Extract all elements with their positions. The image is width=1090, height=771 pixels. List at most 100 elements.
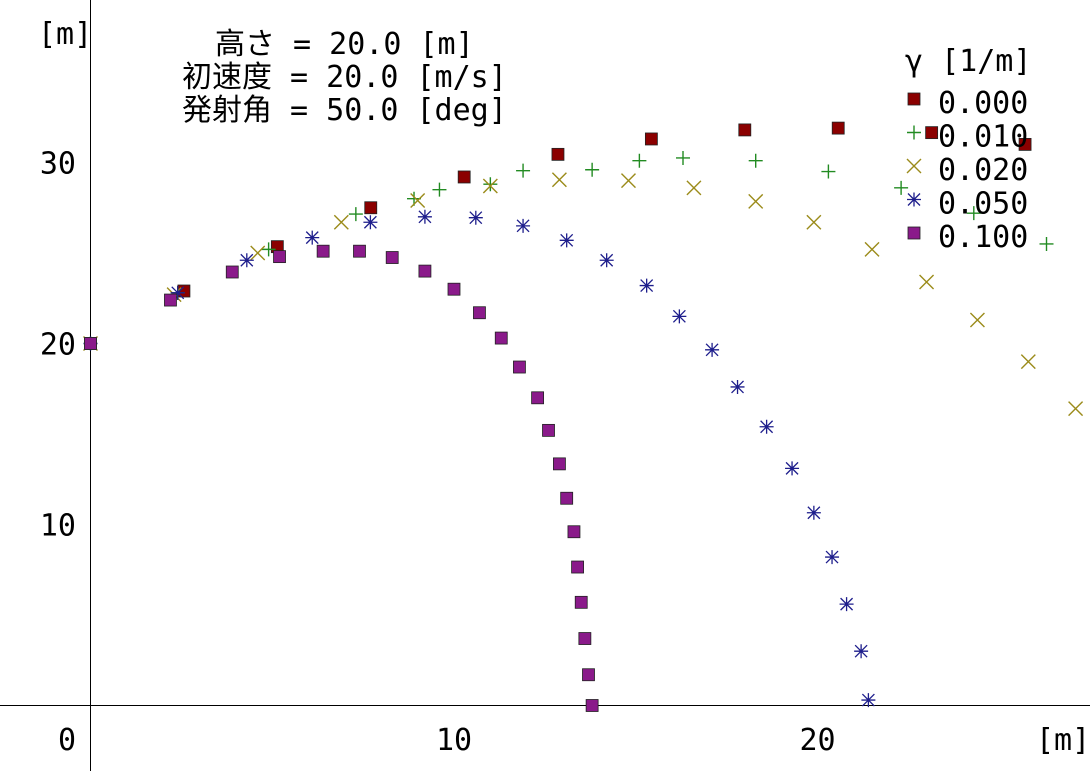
data-point (672, 309, 687, 324)
data-point (894, 180, 909, 195)
series-0.100 (84, 244, 599, 712)
data-point (730, 379, 745, 394)
data-point (785, 461, 800, 476)
data-point (516, 218, 531, 233)
data-point (410, 193, 426, 209)
x-tick-label: 20 (799, 723, 835, 758)
data-point (432, 182, 447, 197)
data-point (567, 525, 581, 539)
initial-speed-parameter: 初速度 = 20.0 [m/s] (182, 60, 507, 95)
data-point (582, 668, 595, 682)
data-point (494, 331, 508, 345)
data-point (457, 170, 471, 184)
data-point (560, 491, 574, 505)
data-point (644, 132, 658, 146)
data-point (385, 251, 399, 264)
data-point (273, 250, 286, 264)
data-point (250, 245, 266, 261)
data-point (969, 312, 985, 328)
data-point (513, 360, 526, 374)
data-point (748, 153, 763, 168)
data-point (551, 172, 567, 188)
data-point (738, 123, 752, 137)
data-point (225, 265, 239, 279)
data-point (806, 214, 822, 230)
y-axis-label: [m] (38, 17, 92, 52)
data-point (585, 699, 599, 712)
data-point (864, 241, 880, 257)
data-point (759, 419, 774, 434)
y-tick-label: 20 (40, 328, 76, 363)
data-point (418, 264, 432, 278)
x-axis-label: [m] (1036, 723, 1090, 758)
data-point (348, 207, 363, 222)
data-point (531, 391, 545, 405)
x-tick-label: 10 (436, 723, 472, 758)
data-point (1018, 137, 1032, 151)
data-point (839, 597, 854, 612)
data-point (333, 214, 349, 230)
data-point (473, 306, 486, 320)
data-point (1068, 401, 1084, 417)
y-tick-labels: 10 20 30 (40, 147, 76, 544)
data-point (164, 293, 177, 307)
data-point (925, 126, 939, 140)
data-point (571, 560, 584, 574)
launch-angle-parameter: 発射角 = 50.0 [deg] (182, 93, 507, 128)
data-point (1039, 236, 1054, 251)
data-point (632, 153, 647, 168)
data-point (966, 206, 981, 221)
data-point (84, 337, 97, 350)
data-point (574, 595, 588, 609)
data-point (483, 177, 498, 192)
y-tick-label: 30 (40, 147, 76, 182)
series-0.050 (83, 209, 876, 708)
data-point (578, 632, 592, 645)
data-point (825, 550, 840, 565)
series-layer (83, 121, 1084, 712)
data-point (705, 342, 720, 357)
data-point (468, 210, 483, 225)
data-point (353, 244, 366, 258)
data-point (482, 178, 498, 194)
series-0.000 (84, 121, 1032, 350)
parameters-block: 高さ = 20.0 [m] 初速度 = 20.0 [m/s] 発射角 = 50.… (182, 27, 507, 128)
legend-entry-label: 0.050 (938, 187, 1028, 222)
legend-entry-label: 0.000 (938, 86, 1028, 121)
data-point (559, 233, 574, 248)
data-point (854, 644, 869, 659)
data-point (676, 150, 691, 165)
data-point (599, 253, 614, 268)
data-point (363, 215, 378, 230)
data-point (861, 693, 876, 708)
legend-marker (907, 92, 921, 106)
data-point (620, 173, 636, 189)
data-point (639, 278, 654, 293)
data-point (417, 209, 432, 224)
legend-entry-label: 0.100 (938, 220, 1028, 255)
data-point (239, 253, 254, 268)
data-point (261, 242, 276, 257)
height-parameter: 高さ = 20.0 [m] (215, 27, 474, 62)
data-point (1020, 354, 1036, 370)
data-point (831, 121, 845, 135)
legend-marker (907, 192, 921, 207)
y-tick-label: 10 (40, 509, 76, 544)
data-point (516, 163, 531, 178)
data-point (748, 193, 764, 209)
data-point (447, 282, 461, 296)
legend-marker (906, 158, 922, 174)
data-point (806, 505, 821, 520)
data-point (919, 274, 935, 290)
data-point (364, 201, 378, 215)
legend-title: γ [1/m] (905, 44, 1031, 79)
data-point (553, 457, 566, 471)
data-point (542, 423, 555, 437)
data-point (305, 230, 320, 245)
origin-label: 0 (58, 723, 76, 758)
data-point (821, 164, 836, 179)
legend-marker (907, 125, 921, 140)
legend-entry-label: 0.010 (938, 120, 1028, 155)
data-point (551, 147, 565, 161)
